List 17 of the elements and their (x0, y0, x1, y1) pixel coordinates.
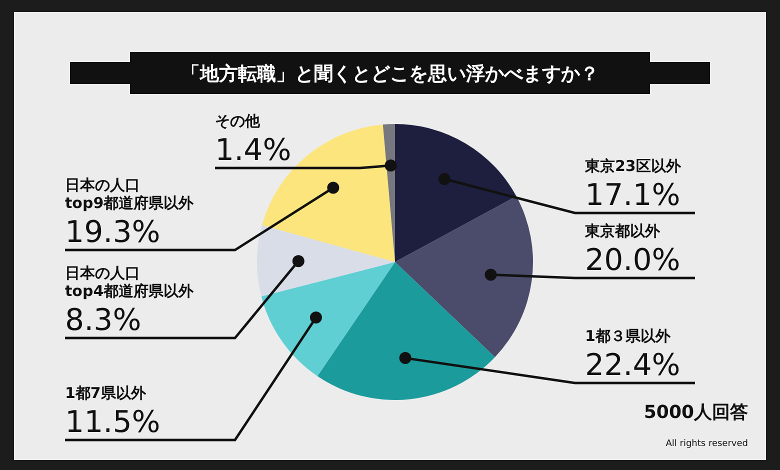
text: All rights reserved (666, 439, 748, 449)
slice-label: 日本の人口 top4都道府県以外 (65, 264, 195, 300)
slice-label: 東京都以外 (584, 222, 661, 240)
data-label: 1.4% (215, 133, 292, 168)
chart-title: 「地方転職」と聞くとどこを思い浮かべますか？ (181, 63, 599, 85)
data-label: 19.3% (65, 215, 160, 250)
data-label: 20.0% (585, 243, 680, 278)
data-label: 8.3% (65, 303, 142, 338)
data-label: 22.4% (585, 348, 680, 383)
slice-label: 日本の人口 top9都道府県以外 (65, 176, 195, 212)
data-label: 11.5% (65, 405, 160, 440)
text: 5000人回答 (644, 402, 748, 423)
slice-label: 東京23区以外 (584, 157, 682, 175)
data-label: 17.1% (585, 178, 680, 213)
slice-label: 1都３県以外 (585, 327, 672, 345)
slice-label: 1都7県以外 (65, 384, 147, 402)
slice-label: その他 (215, 112, 261, 130)
